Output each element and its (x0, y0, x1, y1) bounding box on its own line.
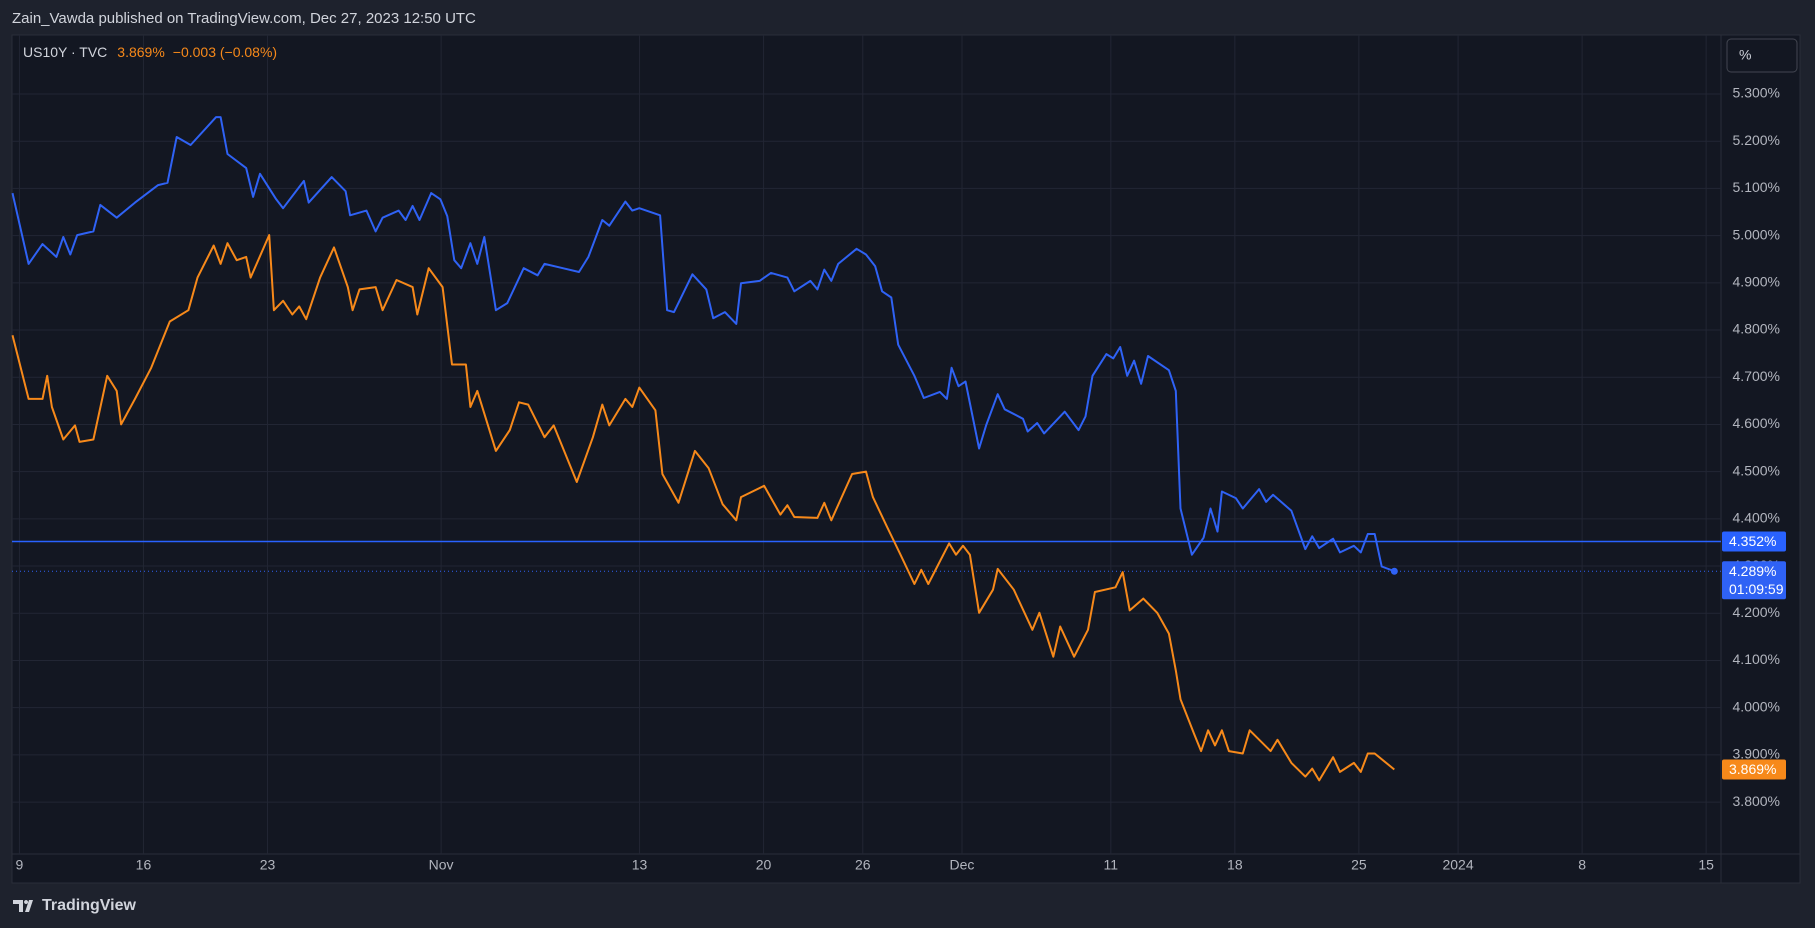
series-line (11, 116, 1395, 573)
brand-icon (13, 900, 33, 912)
brand: TradingView (42, 897, 137, 914)
legend: US10Y · TVC 3.869% −0.003 (−0.08%) (23, 44, 277, 60)
series-line (11, 234, 1395, 782)
hline-badge (1722, 531, 1786, 552)
y-tick-label: 3.900% (1733, 746, 1780, 762)
last-point (1390, 567, 1398, 575)
y-tick-label: 4.500% (1733, 462, 1780, 478)
chart-panel (11, 34, 1801, 884)
x-tick-label: 20 (756, 857, 772, 873)
y-tick-label: 4.400% (1733, 510, 1780, 526)
y-tick-label: 4.700% (1733, 368, 1780, 384)
x-tick-label: 11 (1104, 857, 1119, 873)
legend-symbol: US10Y · TVC (23, 44, 107, 60)
hline-badge-label: 4.352% (1729, 533, 1776, 549)
published-note: Zain_Vawda published on TradingView.com,… (12, 10, 476, 27)
y-tick-label: 5.200% (1733, 132, 1780, 148)
last-value-label: 3.869% (1729, 761, 1776, 777)
legend-change: −0.003 (−0.08%) (173, 44, 277, 60)
y-tick-label: 4.100% (1733, 651, 1780, 667)
scale-button-label[interactable]: % (1739, 47, 1751, 63)
y-tick-label: 4.600% (1733, 415, 1780, 431)
last-value-badge (1722, 759, 1786, 780)
scale-button[interactable] (1726, 38, 1798, 73)
y-tick-label: 4.800% (1733, 321, 1780, 337)
brand-logo (13, 900, 33, 912)
x-tick-label: 8 (1578, 857, 1586, 873)
x-tick-label: 16 (136, 857, 152, 873)
x-tick-label: Dec (950, 857, 975, 873)
x-tick-label: 9 (16, 857, 24, 873)
x-tick-label: 2024 (1442, 857, 1473, 873)
y-tick-label: 3.800% (1733, 793, 1780, 809)
last-value-badge (1722, 561, 1786, 600)
x-tick-label: 15 (1698, 857, 1714, 873)
y-tick-label: 4.200% (1733, 604, 1780, 620)
y-tick-label: 4.900% (1733, 274, 1780, 290)
x-tick-label: 13 (632, 857, 648, 873)
y-tick-label: 4.000% (1733, 698, 1780, 714)
x-tick-label: 26 (855, 857, 871, 873)
x-tick-label: 25 (1351, 857, 1367, 873)
last-value-label: 4.289% (1729, 563, 1776, 579)
x-tick-label: 18 (1227, 857, 1243, 873)
y-tick-label: 5.000% (1733, 226, 1780, 242)
y-tick-label: 5.100% (1733, 179, 1780, 195)
plot: 3.800%3.900%4.000%4.100%4.200%4.300%4.40… (11, 35, 1800, 883)
y-tick-label: 5.300% (1733, 85, 1780, 101)
legend-last: 3.869% (117, 44, 164, 60)
x-tick-label: Nov (429, 857, 454, 873)
countdown-label: 01:09:59 (1729, 581, 1784, 597)
x-tick-label: 23 (260, 857, 276, 873)
